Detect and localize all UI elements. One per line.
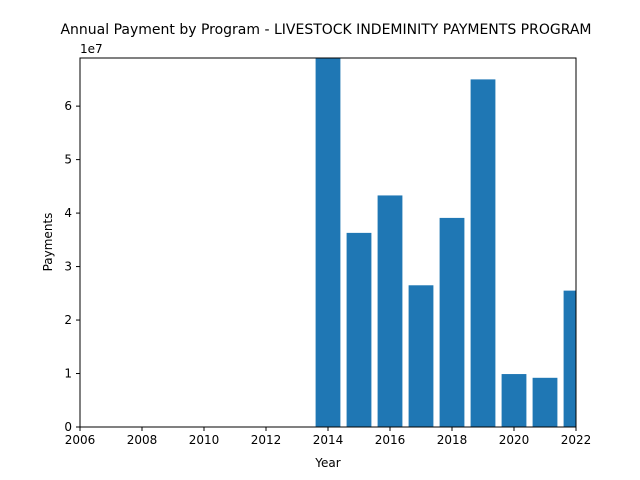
bar-2018: [439, 217, 465, 427]
x-tick-label: 2010: [189, 433, 220, 447]
y-tick-label: 0: [64, 420, 72, 434]
bars: [315, 58, 576, 427]
y-tick-label: 1: [64, 367, 72, 381]
y-tick-label: 3: [64, 260, 72, 274]
y-tick-label: 5: [64, 153, 72, 167]
bar-2019: [470, 79, 496, 427]
y-axis-label: Payments: [41, 213, 55, 272]
bar-2017: [408, 285, 434, 427]
bar-2016: [377, 195, 403, 427]
x-tick-label: 2006: [65, 433, 96, 447]
x-tick-label: 2020: [499, 433, 530, 447]
y-axis-ticks: 0 1 2 3 4 5 6: [64, 99, 80, 434]
y-axis-multiplier: 1e7: [80, 42, 103, 56]
x-tick-label: 2016: [375, 433, 406, 447]
x-tick-label: 2022: [561, 433, 592, 447]
x-axis-label: Year: [314, 456, 340, 470]
y-tick-label: 2: [64, 313, 72, 327]
x-tick-label: 2008: [127, 433, 158, 447]
bar-2014: [315, 58, 341, 427]
bar-2020: [501, 374, 527, 427]
chart-title: Annual Payment by Program - LIVESTOCK IN…: [60, 22, 591, 38]
bar-2021: [532, 377, 558, 427]
x-tick-label: 2018: [437, 433, 468, 447]
y-tick-label: 4: [64, 206, 72, 220]
y-tick-label: 6: [64, 99, 72, 113]
bar-2015: [346, 232, 372, 427]
x-tick-label: 2012: [251, 433, 282, 447]
x-tick-label: 2014: [313, 433, 344, 447]
plot-area: [79, 57, 577, 428]
bar-2022: [563, 290, 576, 427]
x-axis-ticks: 2006 2008 2010 2012 2014 2016 2018 2020 2022: [65, 427, 592, 447]
